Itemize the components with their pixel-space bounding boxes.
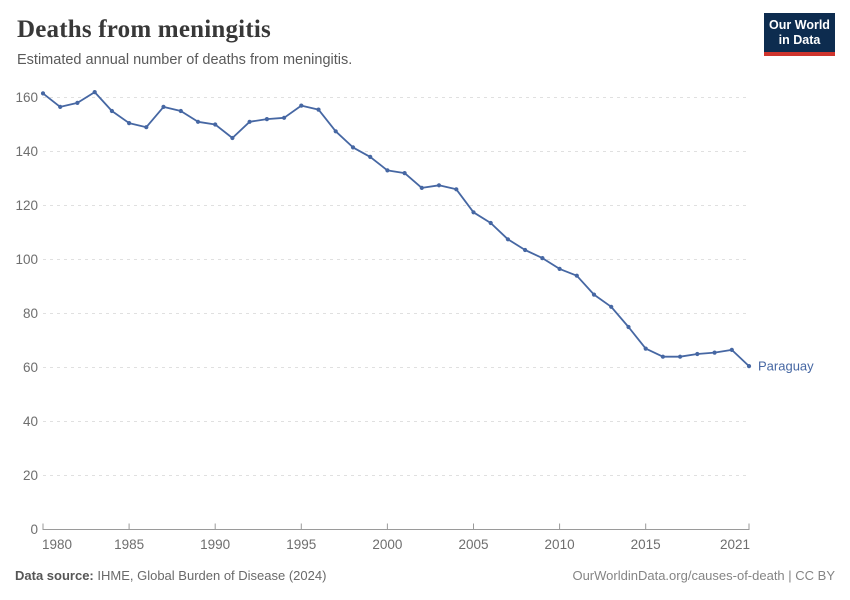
data-source-label: Data source:: [15, 568, 94, 583]
data-point[interactable]: [557, 266, 562, 271]
x-tick-label: 1990: [200, 537, 230, 552]
data-point[interactable]: [660, 354, 666, 359]
x-tick-label: 1985: [114, 537, 144, 552]
data-point[interactable]: [178, 108, 183, 114]
data-point[interactable]: [419, 185, 424, 190]
data-point[interactable]: [247, 119, 252, 124]
data-point[interactable]: [591, 292, 597, 297]
data-point[interactable]: [385, 168, 390, 173]
chart-footer: Data source: IHME, Global Burden of Dise…: [15, 568, 835, 583]
data-point[interactable]: [454, 187, 459, 192]
data-point[interactable]: [264, 117, 269, 122]
data-point[interactable]: [195, 119, 201, 124]
data-point[interactable]: [161, 104, 166, 109]
data-point[interactable]: [213, 122, 218, 127]
y-tick-label: 120: [15, 198, 38, 213]
data-point[interactable]: [40, 91, 46, 96]
credit-link[interactable]: OurWorldinData.org/causes-of-death | CC …: [572, 568, 835, 583]
data-source-value: IHME, Global Burden of Disease (2024): [97, 568, 327, 583]
data-point[interactable]: [540, 256, 545, 261]
x-tick-label: 1980: [42, 537, 72, 552]
data-point[interactable]: [471, 210, 476, 215]
data-point[interactable]: [144, 125, 149, 130]
data-point[interactable]: [230, 135, 235, 141]
data-point[interactable]: [75, 100, 80, 105]
y-tick-label: 0: [30, 522, 38, 537]
x-tick-label: 2015: [631, 537, 661, 552]
data-point[interactable]: [368, 154, 373, 159]
data-point[interactable]: [695, 351, 700, 357]
data-point[interactable]: [488, 220, 493, 226]
chart-subtitle: Estimated annual number of deaths from m…: [17, 52, 353, 68]
x-tick-label: 2005: [458, 537, 488, 552]
x-tick-label: 2010: [545, 537, 575, 552]
y-tick-label: 20: [23, 468, 38, 483]
y-tick-label: 160: [15, 90, 38, 105]
data-point[interactable]: [505, 237, 510, 242]
owid-logo[interactable]: Our World in Data: [764, 13, 835, 56]
data-source-note: Data source: IHME, Global Burden of Dise…: [15, 568, 326, 583]
data-point[interactable]: [712, 350, 717, 355]
x-tick-label: 2021: [720, 537, 750, 552]
data-point[interactable]: [402, 171, 407, 176]
chart-title: Deaths from meningitis: [17, 16, 271, 43]
data-point[interactable]: [643, 346, 648, 351]
owid-logo-line2: in Data: [778, 33, 821, 47]
x-tick-label: 1995: [286, 537, 316, 552]
y-tick-label: 40: [23, 414, 38, 429]
y-tick-label: 60: [23, 360, 38, 375]
chart-header: Deaths from meningitis Estimated annual …: [17, 16, 352, 68]
data-point[interactable]: [523, 247, 528, 253]
data-point[interactable]: [678, 354, 683, 359]
data-point[interactable]: [436, 183, 442, 188]
data-point[interactable]: [316, 107, 321, 112]
data-point[interactable]: [282, 115, 287, 120]
data-point[interactable]: [626, 324, 631, 330]
data-point[interactable]: [350, 145, 356, 150]
series-line-paraguay[interactable]: [42, 91, 750, 367]
series-end-label[interactable]: Paraguay: [758, 359, 814, 374]
y-tick-label: 100: [15, 252, 38, 267]
owid-logo-line1: Our World: [769, 18, 830, 32]
data-point[interactable]: [127, 121, 132, 126]
data-point[interactable]: [299, 103, 304, 108]
data-point[interactable]: [92, 90, 97, 95]
x-tick-label: 2000: [372, 537, 402, 552]
data-point[interactable]: [109, 108, 114, 114]
data-point[interactable]: [58, 104, 63, 109]
y-tick-label: 80: [23, 306, 38, 321]
data-point[interactable]: [574, 273, 579, 278]
data-point[interactable]: [729, 347, 734, 352]
data-point[interactable]: [333, 129, 338, 134]
y-tick-label: 140: [15, 144, 38, 159]
data-point[interactable]: [746, 364, 752, 369]
data-point[interactable]: [609, 304, 614, 309]
